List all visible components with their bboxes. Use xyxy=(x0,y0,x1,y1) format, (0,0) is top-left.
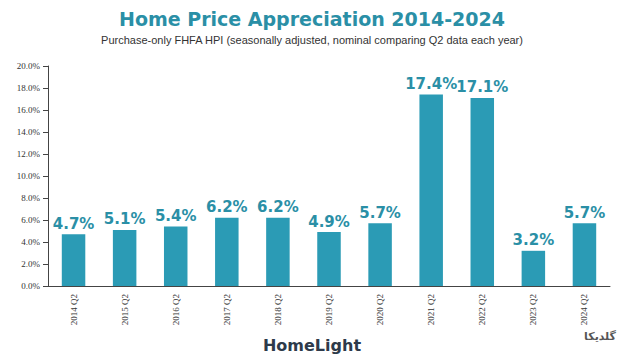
svg-text:4.7%: 4.7% xyxy=(53,215,95,233)
svg-text:8.0%: 8.0% xyxy=(21,193,40,203)
svg-text:20.0%: 20.0% xyxy=(17,61,41,71)
svg-text:4.9%: 4.9% xyxy=(308,213,350,231)
svg-text:2016 Q2: 2016 Q2 xyxy=(171,294,181,325)
svg-text:Home Price Appreciation 2014-2: Home Price Appreciation 2014-2024 xyxy=(119,8,505,30)
svg-text:2015 Q2: 2015 Q2 xyxy=(120,294,130,325)
svg-text:2020 Q2: 2020 Q2 xyxy=(375,294,385,325)
svg-text:2017 Q2: 2017 Q2 xyxy=(222,294,232,325)
svg-text:5.7%: 5.7% xyxy=(359,204,401,222)
svg-text:12.0%: 12.0% xyxy=(17,149,41,159)
svg-text:HomeLight: HomeLight xyxy=(263,336,361,355)
svg-text:0.0%: 0.0% xyxy=(21,281,40,291)
svg-text:2021 Q2: 2021 Q2 xyxy=(426,294,436,325)
svg-text:14.0%: 14.0% xyxy=(17,127,41,137)
svg-text:2018 Q2: 2018 Q2 xyxy=(273,294,283,325)
svg-text:6.0%: 6.0% xyxy=(21,215,40,225)
svg-text:17.1%: 17.1% xyxy=(456,78,508,96)
svg-text:2024 Q2: 2024 Q2 xyxy=(579,294,589,325)
svg-text:16.0%: 16.0% xyxy=(17,105,41,115)
svg-text:گلدیکا: گلدیکا xyxy=(584,330,617,343)
svg-text:2023 Q2: 2023 Q2 xyxy=(528,294,538,325)
svg-text:10.0%: 10.0% xyxy=(17,171,41,181)
svg-text:5.4%: 5.4% xyxy=(155,207,197,225)
svg-text:2022 Q2: 2022 Q2 xyxy=(477,294,487,325)
svg-text:18.0%: 18.0% xyxy=(17,83,41,93)
svg-text:Purchase-only FHFA HPI (season: Purchase-only FHFA HPI (seasonally adjus… xyxy=(101,34,523,46)
svg-text:6.2%: 6.2% xyxy=(257,198,299,216)
svg-text:2019 Q2: 2019 Q2 xyxy=(324,294,334,325)
svg-text:6.2%: 6.2% xyxy=(206,198,248,216)
svg-text:5.7%: 5.7% xyxy=(564,204,606,222)
svg-text:17.4%: 17.4% xyxy=(405,75,457,93)
svg-text:4.0%: 4.0% xyxy=(21,237,40,247)
svg-text:2014 Q2: 2014 Q2 xyxy=(69,294,79,325)
svg-text:5.1%: 5.1% xyxy=(104,210,146,228)
svg-text:3.2%: 3.2% xyxy=(513,231,555,249)
svg-text:2.0%: 2.0% xyxy=(21,259,40,269)
